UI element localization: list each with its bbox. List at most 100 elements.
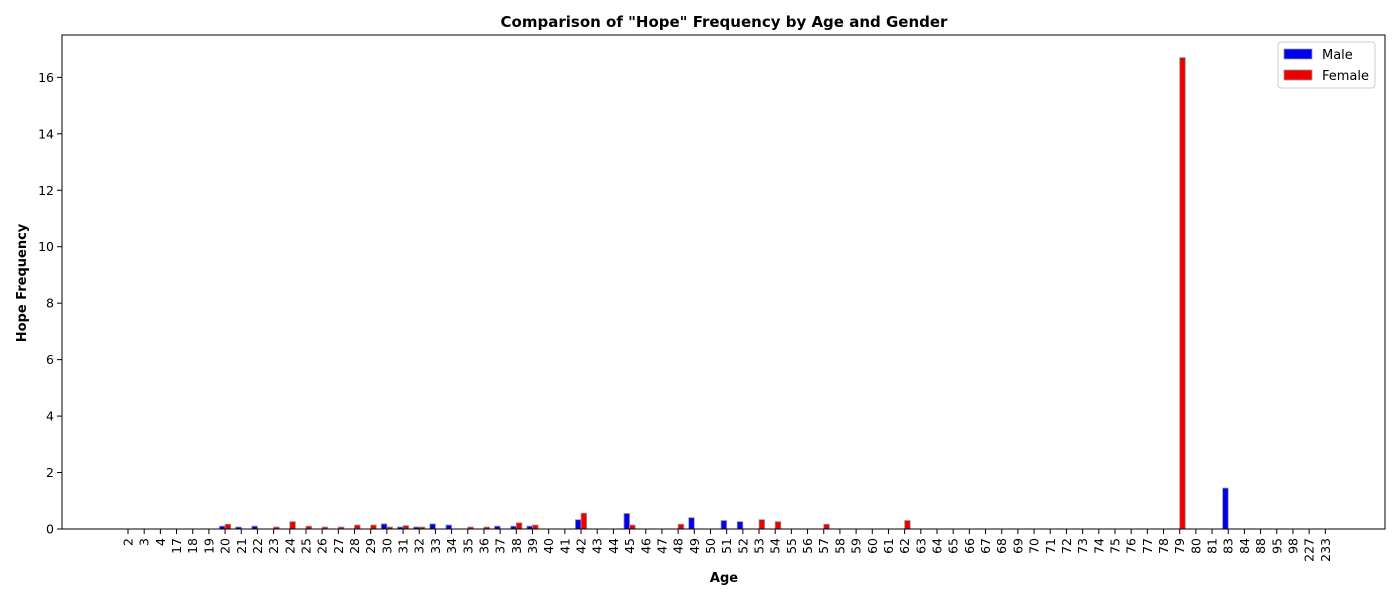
x-tick-label: 19 <box>201 538 216 554</box>
x-tick-label: 78 <box>1156 538 1171 554</box>
y-tick-label: 16 <box>38 70 54 85</box>
bar-female <box>758 519 766 530</box>
x-tick-label: 39 <box>525 538 540 554</box>
legend-swatch-male <box>1283 48 1313 60</box>
legend-label-female: Female <box>1322 69 1369 84</box>
bar-female <box>629 524 636 530</box>
x-tick-label: 95 <box>1269 538 1284 554</box>
bar-female <box>289 521 296 530</box>
x-tick-label: 35 <box>460 538 475 554</box>
plot-frame <box>61 34 1386 530</box>
x-tick-label: 57 <box>816 538 831 554</box>
x-tick-label: 74 <box>1091 538 1106 554</box>
x-tick-label: 22 <box>250 538 265 554</box>
bar-male <box>575 519 582 530</box>
x-tick-label: 233 <box>1318 538 1333 562</box>
x-tick-label: 37 <box>493 538 508 554</box>
y-tick-label: 4 <box>46 409 54 424</box>
x-tick-label: 3 <box>137 538 152 546</box>
x-tick-label: 61 <box>881 538 896 554</box>
x-tick-label: 48 <box>671 538 686 554</box>
bar-male <box>445 524 452 530</box>
x-tick-label: 29 <box>363 538 378 554</box>
y-tick-label: 10 <box>38 239 54 254</box>
x-tick-label: 47 <box>654 538 669 554</box>
x-tick-label: 84 <box>1237 538 1252 554</box>
x-tick-label: 21 <box>234 538 249 554</box>
x-tick-label: 83 <box>1221 538 1236 554</box>
x-tick-label: 4 <box>153 538 168 546</box>
bar-female <box>823 523 830 530</box>
x-tick-label: 55 <box>784 538 799 554</box>
x-tick-label: 50 <box>703 538 718 554</box>
x-tick-label: 98 <box>1285 538 1300 554</box>
bar-female <box>402 525 410 530</box>
x-tick-label: 42 <box>574 538 589 554</box>
x-tick-label: 17 <box>169 538 184 554</box>
x-tick-label: 27 <box>331 538 346 554</box>
y-tick-label: 0 <box>46 522 54 537</box>
bar-male <box>429 523 436 530</box>
x-tick-label: 77 <box>1140 538 1155 554</box>
bar-male <box>380 523 388 530</box>
bar-female <box>515 522 523 530</box>
x-tick-label: 63 <box>913 538 928 554</box>
x-tick-label: 34 <box>444 538 459 554</box>
bar-female <box>580 512 588 530</box>
x-tick-label: 69 <box>1010 538 1025 554</box>
x-tick-label: 31 <box>396 538 411 554</box>
bar-female <box>370 524 377 530</box>
legend: Male Female <box>1277 41 1376 89</box>
x-tick-label: 81 <box>1205 538 1220 554</box>
x-tick-label: 33 <box>428 538 443 554</box>
x-tick-label: 36 <box>476 538 491 554</box>
x-tick-label: 45 <box>622 538 637 554</box>
x-tick-label: 23 <box>266 538 281 554</box>
bar-female <box>354 524 361 530</box>
bar-male <box>720 520 728 530</box>
x-axis-label: Age <box>710 571 738 586</box>
x-tick-label: 58 <box>832 538 847 554</box>
bar-female <box>532 524 539 530</box>
x-tick-label: 51 <box>719 538 734 554</box>
y-tick-label: 8 <box>46 296 54 311</box>
x-tick-label: 227 <box>1302 538 1317 562</box>
x-tick-label: 38 <box>509 538 524 554</box>
x-tick-label: 53 <box>752 538 767 554</box>
x-tick-label: 64 <box>930 538 945 554</box>
bar-female <box>904 520 911 530</box>
y-tick-label: 14 <box>38 126 54 141</box>
bar-female <box>224 523 232 530</box>
x-tick-label: 43 <box>590 538 605 554</box>
x-tick-label: 73 <box>1075 538 1090 554</box>
x-tick-label: 25 <box>298 538 313 554</box>
bar-male <box>623 513 630 530</box>
x-tick-label: 59 <box>849 538 864 554</box>
x-tick-label: 70 <box>1027 538 1042 554</box>
legend-label-male: Male <box>1322 48 1353 63</box>
x-tick-label: 72 <box>1059 538 1074 554</box>
x-tick-label: 26 <box>315 538 330 554</box>
legend-swatch-female <box>1283 69 1313 81</box>
x-tick-label: 54 <box>768 538 783 554</box>
bar-female <box>1179 57 1186 530</box>
bar-male <box>688 517 695 530</box>
x-tick-label: 75 <box>1107 538 1122 554</box>
x-tick-label: 41 <box>557 538 572 554</box>
bar-female <box>677 523 685 530</box>
y-tick-label: 2 <box>46 465 54 480</box>
x-tick-label: 40 <box>541 538 556 554</box>
x-tick-label: 65 <box>946 538 961 554</box>
x-tick-label: 24 <box>282 538 297 554</box>
y-tick-label: 12 <box>38 183 54 198</box>
chart-title: Comparison of "Hope" Frequency by Age an… <box>501 13 948 31</box>
x-tick-label: 32 <box>412 538 427 554</box>
x-tick-label: 44 <box>606 538 621 554</box>
y-tick-label: 6 <box>46 352 54 367</box>
x-tick-label: 46 <box>638 538 653 554</box>
x-tick-label: 67 <box>978 538 993 554</box>
x-tick-label: 18 <box>185 538 200 554</box>
x-tick-label: 62 <box>897 538 912 554</box>
x-tick-label: 20 <box>218 538 233 554</box>
